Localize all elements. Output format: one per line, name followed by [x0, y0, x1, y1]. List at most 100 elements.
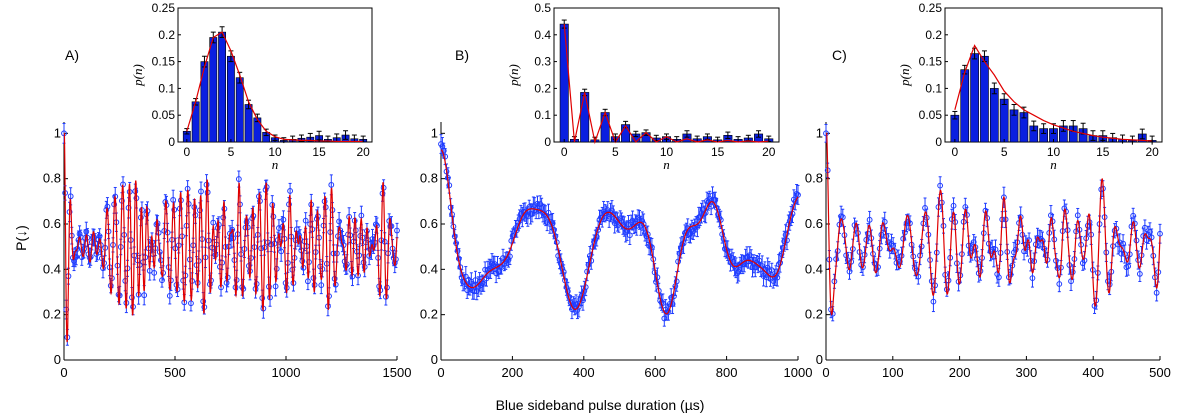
x-tick-label: 0 [60, 365, 67, 380]
inset-histogram: 0 5 10 15 20 0 0.05 0.1 0.15 0.2 0.25 n p(n) [130, 1, 373, 172]
chart-panel-a: 0 500 1000 1500 0 0.2 0.4 0.6 0.8 1 A) 0 5 10 15 20 0 0.0… [43, 1, 412, 380]
data-point [930, 298, 937, 305]
inset-y-tick-label: 0.2 [534, 81, 551, 95]
y-tick-label: 0.2 [420, 307, 438, 322]
data-point [1029, 275, 1036, 282]
data-point [823, 130, 829, 137]
inset-x-tick-label: 10 [268, 145, 282, 159]
x-tick-label: 200 [949, 365, 971, 380]
data-point [287, 188, 293, 194]
inset-x-tick-label: 10 [660, 145, 674, 159]
inset-y-tick-label: 0 [544, 135, 551, 149]
data-point [640, 221, 647, 227]
data-point [1120, 240, 1126, 247]
data-point [328, 181, 335, 188]
y-tick-label: 0 [54, 352, 61, 367]
data-point [782, 231, 789, 238]
x-tick-label: 1000 [784, 365, 813, 380]
x-tick-label: 0 [437, 365, 444, 380]
inset-fit-line [563, 24, 769, 145]
data-point [1148, 234, 1155, 241]
inset-histogram: 0 5 10 15 20 0 0.05 0.1 0.15 0.2 0.25 n p(n) [897, 1, 1163, 172]
data-point [676, 250, 683, 257]
inset-y-tick-label: 0.25 [152, 1, 176, 15]
x-tick-label: 600 [644, 365, 666, 380]
histogram-bar [244, 104, 253, 143]
data-point [1125, 263, 1132, 270]
data-point [950, 202, 957, 209]
data-point [272, 283, 279, 290]
inset-y-tick-label: 0 [935, 135, 942, 149]
y-tick-label: 0.6 [43, 216, 61, 231]
data-point [644, 231, 651, 238]
histogram-bar [209, 37, 218, 143]
data-point [775, 261, 782, 268]
histogram-bar [218, 31, 227, 143]
inset-histogram: 0 5 10 15 20 0 0.1 0.2 0.3 0.4 0.5 n p(n) [506, 1, 780, 172]
data-point [881, 218, 888, 225]
inset-y-tick-label: 0 [168, 135, 175, 149]
data-point [1153, 289, 1160, 296]
data-point [1079, 260, 1086, 267]
data-point [784, 237, 790, 244]
inset-y-tick-label: 0.2 [158, 28, 175, 42]
data-point [83, 228, 90, 235]
data-point [1056, 281, 1063, 287]
x-tick-label: 1500 [383, 365, 412, 380]
data-points [438, 134, 801, 327]
inset-fit-line [186, 31, 364, 143]
y-tick-label: 0.6 [805, 216, 823, 231]
inset-y-tick-label: 0.5 [534, 1, 551, 15]
inset-y-tick-label: 0.05 [919, 108, 943, 122]
data-point [992, 246, 999, 253]
data-point [1141, 224, 1148, 231]
histogram-bar [999, 98, 1009, 143]
y-tick-label: 0.4 [43, 261, 61, 276]
histogram-bar [600, 112, 610, 143]
fit-line [826, 132, 1161, 316]
y-tick-label: 1 [816, 125, 823, 140]
data-point [774, 274, 781, 281]
y-tick-label: 0 [431, 352, 438, 367]
y-tick-label: 0.8 [43, 171, 61, 186]
histogram-bar [980, 55, 989, 143]
fit-line [440, 149, 799, 315]
y-tick-label: 0.4 [805, 261, 823, 276]
y-tick-label: 0.6 [420, 216, 438, 231]
inset-y-tick-label: 0.2 [925, 28, 942, 42]
inset-x-tick-label: 15 [711, 145, 725, 159]
y-tick-label: 0 [816, 352, 823, 367]
data-point [764, 264, 771, 271]
histogram-bar [960, 69, 970, 143]
inset-x-tick-label: 10 [1047, 145, 1061, 159]
inset-x-tick-label: 0 [183, 145, 190, 159]
inset-y-axis-title: p(n) [130, 64, 145, 87]
data-point [1012, 246, 1019, 253]
inset-x-tick-label: 0 [952, 145, 959, 159]
panel-label: B) [455, 47, 469, 63]
x-tick-label: 1000 [272, 365, 301, 380]
y-tick-label: 0.2 [805, 307, 823, 322]
data-point [394, 227, 400, 234]
inset-y-tick-label: 0.15 [152, 55, 176, 69]
data-point [793, 190, 800, 197]
data-point [1143, 237, 1150, 244]
data-point [866, 216, 873, 223]
data-point [235, 176, 242, 182]
data-point [505, 256, 512, 263]
y-tick-label: 1 [431, 125, 438, 140]
data-point [654, 274, 661, 281]
data-point [665, 309, 672, 315]
data-point [151, 269, 158, 276]
data-point [302, 217, 309, 224]
data-point [1147, 229, 1153, 235]
y-tick-label: 0.4 [420, 261, 438, 276]
data-point [1068, 278, 1074, 285]
y-tick-label: 0.8 [805, 171, 823, 186]
data-point [922, 205, 928, 211]
data-point [860, 264, 866, 271]
y-tick-label: 0.2 [43, 307, 61, 322]
histogram-bar [200, 61, 209, 143]
data-point [970, 239, 977, 246]
